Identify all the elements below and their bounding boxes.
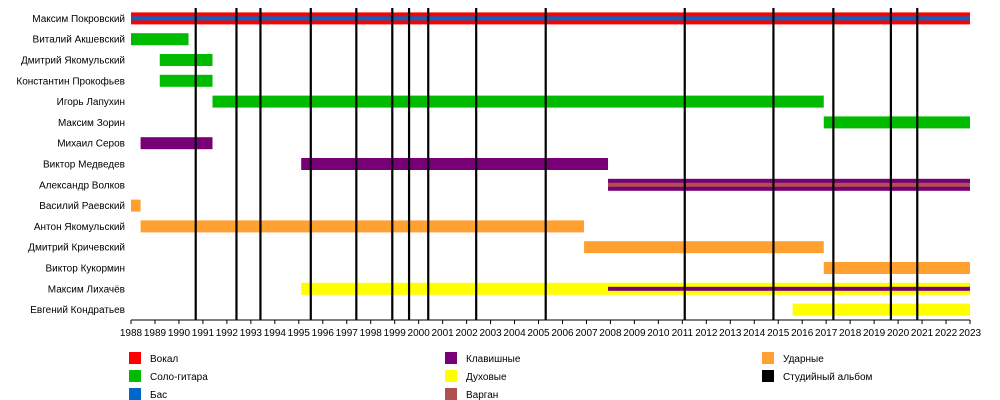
stint-bar-keys — [301, 158, 609, 170]
x-tick-label: 2002 — [455, 328, 478, 339]
stint-bar-guitar — [159, 74, 213, 87]
x-tick-label: 2016 — [791, 328, 814, 339]
member-label: Дмитрий Кричевский — [28, 243, 125, 254]
legend-swatch-guitar — [129, 370, 141, 382]
stint-bar-keys — [140, 137, 213, 150]
x-tick-label: 2001 — [432, 328, 455, 339]
x-tick-label: 2000 — [408, 328, 431, 339]
legend-label-album: Студийный альбом — [783, 371, 873, 383]
x-tick-label: 1993 — [240, 328, 263, 339]
x-tick-label: 2019 — [863, 328, 886, 339]
x-tick-label: 2014 — [743, 328, 766, 339]
stint-bar-drums — [140, 220, 585, 233]
x-tick-label: 2023 — [959, 328, 982, 339]
stint-bars — [131, 12, 970, 316]
member-label: Виталий Акшевский — [33, 35, 125, 46]
x-tick-label: 2017 — [815, 328, 838, 339]
legend-label-bass: Бас — [150, 390, 167, 400]
x-tick-label: 2015 — [767, 328, 790, 339]
stint-bar-guitar — [823, 116, 970, 129]
legend-swatch-album — [762, 370, 774, 382]
stint-bar-guitar — [159, 54, 213, 66]
stint-bar-drums — [584, 241, 824, 254]
x-tick-label: 1996 — [312, 328, 335, 339]
stint-bar-keys-stripe — [608, 286, 970, 291]
x-tick-label: 1998 — [360, 328, 383, 339]
legend-swatch-drums — [762, 352, 774, 364]
x-tick-label: 1992 — [216, 328, 239, 339]
stint-bar-drums — [131, 199, 141, 212]
x-tick-label: 1988 — [120, 328, 143, 339]
member-label: Константин Прокофьев — [16, 75, 125, 87]
x-tick-label: 2022 — [935, 328, 958, 339]
member-label: Михаил Серов — [57, 139, 125, 150]
x-tick-label: 1990 — [168, 328, 191, 339]
x-tick-label: 2005 — [527, 328, 550, 339]
legend-label-keys: Клавишные — [466, 354, 521, 365]
member-label: Виктор Кукормин — [45, 264, 125, 275]
legend-swatch-winds — [445, 370, 457, 382]
x-tick-label: 2006 — [551, 328, 574, 339]
member-label: Александр Волков — [39, 180, 125, 191]
stint-bar-winds — [792, 303, 970, 316]
x-tick-label: 2007 — [575, 328, 598, 339]
member-label: Игорь Лапухин — [57, 97, 125, 108]
x-tick-label: 2018 — [839, 328, 862, 339]
legend-swatch-vocal — [129, 352, 141, 364]
x-tick-label: 2013 — [719, 328, 742, 339]
x-tick-label: 1991 — [192, 328, 215, 339]
x-tick-label: 1999 — [384, 328, 407, 339]
legend-label-vargan: Варган — [466, 390, 498, 400]
stint-bar-drums — [823, 262, 970, 274]
x-tick-label: 2020 — [887, 328, 910, 339]
legend-swatch-bass — [129, 388, 141, 400]
x-tick-label: 2021 — [911, 328, 934, 339]
legend-swatch-keys — [445, 352, 457, 364]
x-tick-label: 1989 — [144, 328, 167, 339]
legend-label-guitar: Соло-гитара — [150, 372, 208, 383]
legend-swatch-vargan — [445, 388, 457, 400]
x-tick-label: 1994 — [264, 328, 287, 339]
x-tick-label: 2008 — [599, 328, 622, 339]
member-label: Дмитрий Якомульский — [21, 56, 125, 67]
member-label: Василий Раевский — [39, 201, 125, 212]
x-tick-label: 2010 — [647, 328, 670, 339]
stint-bar-vargan-stripe — [608, 182, 970, 187]
member-labels: Максим Покровский Виталий Акшевский Дмитри… — [16, 14, 125, 316]
stint-bar-guitar — [212, 95, 824, 108]
album-lines — [194, 8, 919, 320]
member-label: Евгений Кондратьев — [30, 305, 125, 316]
x-tick-label: 1995 — [288, 328, 311, 339]
legend-label-winds: Духовые — [466, 372, 507, 383]
x-tick-label: 2003 — [479, 328, 502, 339]
x-axis: 1988 1989 1990 1991 1992 1993 1994 1995 1996 1997… — [120, 319, 982, 339]
x-tick-label: 2009 — [623, 328, 646, 339]
member-label: Виктор Медведев — [43, 160, 125, 171]
stint-bar-bass-stripe — [131, 16, 970, 21]
member-label: Максим Зорин — [58, 118, 125, 129]
x-tick-label: 2012 — [695, 328, 718, 339]
legend: Вокал Соло-гитара Бас Клавишные Духовые Варга… — [129, 352, 873, 400]
legend-label-vocal: Вокал — [150, 354, 178, 365]
x-tick-label: 2011 — [672, 328, 694, 339]
member-label: Максим Лихачёв — [48, 284, 125, 295]
x-tick-label: 2004 — [503, 328, 526, 339]
member-label: Максим Покровский — [32, 14, 125, 25]
legend-label-drums: Ударные — [783, 354, 824, 365]
stint-bar-guitar — [131, 33, 189, 46]
member-label: Антон Якомульский — [34, 222, 125, 233]
x-tick-label: 1997 — [336, 328, 359, 339]
